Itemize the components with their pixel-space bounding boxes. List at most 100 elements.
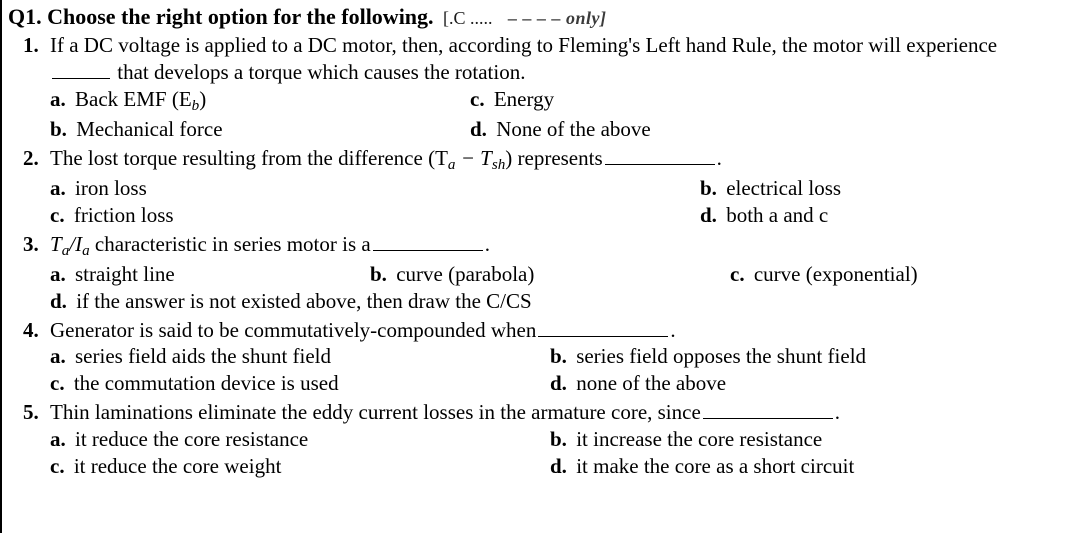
opt-text: Energy (494, 87, 554, 111)
option-c: c. curve (exponential) (730, 261, 1074, 288)
opt-label: d. (470, 117, 487, 141)
opt-text: electrical loss (726, 176, 841, 200)
opt-label: c. (50, 371, 65, 395)
option-a: a. iron loss (50, 175, 700, 202)
opt-label: a. (50, 344, 66, 368)
option-c: c. the commutation device is used (50, 370, 550, 397)
title-text: Q1. Choose the right option for the foll… (8, 4, 434, 29)
opt-text: none of the above (576, 371, 726, 395)
option-b: b. series field opposes the shunt field (550, 343, 1074, 370)
opt-text: if the answer is not existed above, then… (76, 289, 532, 313)
stem-text: Generator is said to be commutatively-co… (50, 318, 536, 342)
option-c: c. friction loss (50, 202, 700, 229)
opt-tail: ) (199, 87, 206, 111)
blank (703, 400, 833, 419)
stem-mid: /I (69, 232, 82, 256)
stem-post: that develops a torque which causes the … (117, 60, 525, 84)
option-b: b. electrical loss (700, 175, 1074, 202)
opt-label: a. (50, 87, 66, 111)
opt-label: b. (550, 427, 567, 451)
options: a. straight line b. curve (parabola) c. … (50, 261, 1074, 315)
opt-text: series field opposes the shunt field (576, 344, 866, 368)
opt-text: iron loss (75, 176, 147, 200)
question-stem: If a DC voltage is applied to a DC motor… (50, 32, 1074, 59)
question-stem: The lost torque resulting from the diffe… (50, 145, 1074, 175)
opt-label: c. (50, 203, 65, 227)
stem-text: Thin laminations eliminate the eddy curr… (50, 400, 701, 424)
opt-label: c. (730, 262, 745, 286)
opt-text: None of the above (496, 117, 651, 141)
opt-label: b. (370, 262, 387, 286)
opt-label: a. (50, 262, 66, 286)
options: a. Back EMF (Eb) c. Energy b. Mechanical… (50, 86, 1074, 143)
stem-pre: The lost torque resulting from the diffe… (50, 146, 448, 170)
opt-text: it reduce the core resistance (75, 427, 308, 451)
blank (52, 60, 110, 79)
option-d: d. None of the above (470, 116, 1074, 143)
opt-label: d. (700, 203, 717, 227)
opt-label: d. (50, 289, 67, 313)
option-b: b. curve (parabola) (370, 261, 730, 288)
option-b: b. it increase the core resistance (550, 426, 1074, 453)
option-d: d. if the answer is not existed above, t… (50, 288, 1074, 315)
options: a. series field aids the shunt field b. … (50, 343, 1074, 397)
opt-label: b. (700, 176, 717, 200)
question-1: If a DC voltage is applied to a DC motor… (44, 32, 1074, 143)
option-b: b. Mechanical force (50, 116, 470, 143)
question-2: The lost torque resulting from the diffe… (44, 145, 1074, 229)
opt-text: straight line (75, 262, 175, 286)
option-a: a. straight line (50, 261, 370, 288)
question-stem: Thin laminations eliminate the eddy curr… (50, 399, 1074, 426)
option-c: c. it reduce the core weight (50, 453, 550, 480)
stem-sub: a (82, 242, 90, 258)
opt-text: it increase the core resistance (576, 427, 822, 451)
stem-pre: If a DC voltage is applied to a DC motor… (50, 33, 997, 57)
stem-pre: T (50, 232, 62, 256)
opt-label: c. (470, 87, 485, 111)
partial-glyphs: [.C ..... (443, 8, 493, 29)
blank (538, 318, 668, 337)
option-d: d. it make the core as a short circuit (550, 453, 1074, 480)
blank (373, 232, 483, 251)
option-a: a. it reduce the core resistance (50, 426, 550, 453)
opt-text: it reduce the core weight (74, 454, 282, 478)
question-stem: Generator is said to be commutatively-co… (50, 317, 1074, 344)
question-list: If a DC voltage is applied to a DC motor… (44, 32, 1074, 480)
opt-label: a. (50, 427, 66, 451)
mcq-page: Q1. Choose the right option for the foll… (0, 0, 1080, 533)
options: a. iron loss b. electrical loss c. frict… (50, 175, 1074, 229)
opt-text: it make the core as a short circuit (576, 454, 854, 478)
blank (605, 146, 715, 165)
opt-text: Back EMF (E (75, 87, 192, 111)
question-4: Generator is said to be commutatively-co… (44, 317, 1074, 398)
opt-label: c. (50, 454, 65, 478)
opt-text: curve (exponential) (754, 262, 918, 286)
opt-text: friction loss (74, 203, 174, 227)
opt-label: d. (550, 371, 567, 395)
option-a: a. series field aids the shunt field (50, 343, 550, 370)
question-5: Thin laminations eliminate the eddy curr… (44, 399, 1074, 480)
title-tail: ‒ ‒ ‒ ‒ only] (508, 8, 607, 28)
opt-label: b. (50, 117, 67, 141)
stem-post: ) represents (505, 146, 602, 170)
opt-label: a. (50, 176, 66, 200)
stem-mid: − T (455, 146, 491, 170)
options: a. it reduce the core resistance b. it i… (50, 426, 1074, 480)
opt-text: both a and c (726, 203, 828, 227)
option-d: d. none of the above (550, 370, 1074, 397)
opt-text: series field aids the shunt field (75, 344, 331, 368)
question-stem-line2: that develops a torque which causes the … (50, 59, 1074, 86)
opt-label: d. (550, 454, 567, 478)
page-title: Q1. Choose the right option for the foll… (8, 4, 1074, 30)
option-d: d. both a and c (700, 202, 1074, 229)
stem-post: characteristic in series motor is a (95, 232, 371, 256)
question-stem: Ta/Ia characteristic in series motor is … (50, 231, 1074, 261)
question-3: Ta/Ia characteristic in series motor is … (44, 231, 1074, 315)
stem-sub: sh (492, 157, 505, 173)
opt-text: Mechanical force (76, 117, 222, 141)
opt-text: curve (parabola) (396, 262, 534, 286)
option-a: a. Back EMF (Eb) (50, 86, 470, 116)
opt-label: b. (550, 344, 567, 368)
option-c: c. Energy (470, 86, 1074, 116)
opt-text: the commutation device is used (74, 371, 339, 395)
